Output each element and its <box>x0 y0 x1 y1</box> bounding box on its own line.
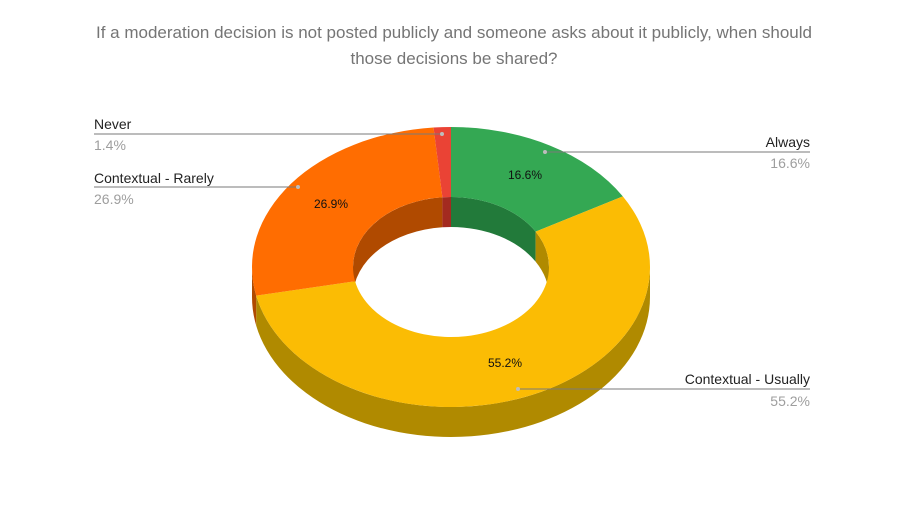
callout-dot-always <box>543 150 547 154</box>
slice-value-label-contextual-usually: 55.2% <box>488 356 522 370</box>
chart-title-line-1: If a moderation decision is not posted p… <box>95 23 812 42</box>
chart-title: If a moderation decision is not posted p… <box>0 20 908 72</box>
callout-dot-contextual-usually <box>516 387 520 391</box>
callout-label-always: Always <box>766 134 810 150</box>
callout-percent-contextual-rarely: 26.9% <box>94 191 134 207</box>
slice-always <box>451 127 623 232</box>
callout-percent-always: 16.6% <box>770 155 810 171</box>
inner-wall-never-1 <box>442 197 451 228</box>
callouts-layer: Always 16.6% Contextual - Usually 55.2% Cont… <box>94 116 810 409</box>
callout-dot-contextual-rarely <box>296 185 300 189</box>
callout-percent-never: 1.4% <box>94 137 126 153</box>
slice-contextual-rarely <box>252 127 443 296</box>
callout-label-contextual-rarely: Contextual - Rarely <box>94 170 214 186</box>
chart-title-line-2: those decisions be shared? <box>350 49 558 68</box>
callout-label-never: Never <box>94 116 132 132</box>
slice-labels-layer: 16.6% 55.2% 26.9% <box>314 168 542 370</box>
donut-side-layer <box>252 267 650 437</box>
donut-inner-wall-layer <box>353 197 549 297</box>
inner-wall-contextual-rarely-1 <box>353 197 443 297</box>
donut-top-layer <box>252 127 650 407</box>
slice-value-label-contextual-rarely: 26.9% <box>314 197 348 211</box>
inner-wall-contextual-usually-0 <box>535 231 549 297</box>
slice-contextual-usually <box>256 196 650 407</box>
slice-never <box>433 127 451 198</box>
outer-wall-contextual-rarely <box>252 267 257 326</box>
outer-wall-contextual-usually <box>256 267 650 437</box>
slice-value-label-always: 16.6% <box>508 168 542 182</box>
inner-wall-always-0 <box>451 197 536 262</box>
callout-dot-never <box>440 132 444 136</box>
callout-label-contextual-usually: Contextual - Usually <box>685 371 810 387</box>
callout-percent-contextual-usually: 55.2% <box>770 393 810 409</box>
